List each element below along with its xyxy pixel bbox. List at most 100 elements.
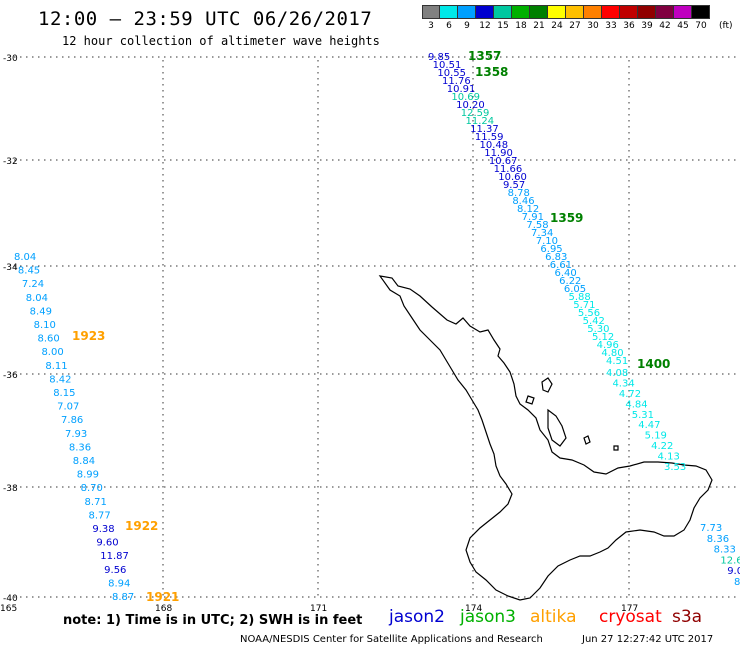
scale-bin: 42 xyxy=(656,5,674,31)
scale-label: 6 xyxy=(446,21,452,31)
scale-swatch xyxy=(602,5,620,19)
wave-height-value: 6.61 xyxy=(550,260,572,271)
scale-bin: 45 xyxy=(674,5,692,31)
wave-height-value: 4.47 xyxy=(638,420,660,431)
scale-label: 21 xyxy=(533,21,545,31)
wave-height-value: 5.19 xyxy=(645,431,667,442)
lat-label: -40 xyxy=(3,594,18,604)
wave-height-value: 4.08 xyxy=(606,368,628,379)
scale-label: 24 xyxy=(551,21,563,31)
wave-height-value: 10.60 xyxy=(498,172,527,183)
wave-height-value: 7.24 xyxy=(22,279,44,290)
scale-bin: 27 xyxy=(566,5,584,31)
pass-time-label: 1358 xyxy=(475,65,508,79)
great-barrier-island xyxy=(541,377,553,393)
wave-height-value: 9.57 xyxy=(503,180,525,191)
pass-time-label: 1357 xyxy=(468,49,501,63)
wave-height-value: 7.07 xyxy=(57,402,79,413)
scale-label: 45 xyxy=(677,21,689,31)
wave-height-value: 10.55 xyxy=(437,68,466,79)
scale-swatch xyxy=(656,5,674,19)
altimeter-tracks: 8.04 8.45 7.24 8.04 8.49 8.10 8.60 8.00 8.11 8.42… xyxy=(14,49,740,604)
scale-bin: 9 xyxy=(458,5,476,31)
wave-height-value: 3.53 xyxy=(664,462,686,473)
wave-height-value: 6.83 xyxy=(545,252,567,263)
scale-label: 42 xyxy=(659,21,671,31)
pass-time-label: 1400 xyxy=(637,357,670,371)
credit-text: NOAA/NESDIS Center for Satellite Applica… xyxy=(240,634,543,645)
wave-height-value: 7.10 xyxy=(536,236,558,247)
wave-height-value: 10.69 xyxy=(451,92,480,103)
scale-label: 12 xyxy=(479,21,491,31)
wave-height-value: 8.36 xyxy=(707,534,729,545)
scale-bin: 36 xyxy=(620,5,638,31)
scale-bin: 18 xyxy=(512,5,530,31)
map-title: 12:00 – 23:59 UTC 06/26/2017 xyxy=(38,8,373,30)
lat-label: -32 xyxy=(3,157,18,167)
wave-height-value: 9.0 xyxy=(727,566,740,577)
note-text: note: 1) Time is in UTC; 2) SWH is in fe… xyxy=(63,613,363,628)
scale-label: 36 xyxy=(623,21,635,31)
white-island xyxy=(613,445,619,451)
wave-height-value: 8.15 xyxy=(53,388,75,399)
scale-swatch xyxy=(476,5,494,19)
wave-height-value: 8.36 xyxy=(69,442,91,453)
timestamp-text: Jun 27 12:27:42 UTC 2017 xyxy=(582,634,714,645)
bay-of-plenty-island xyxy=(583,435,591,445)
wave-height-value: 5.56 xyxy=(578,308,600,319)
scale-bin: 39 xyxy=(638,5,656,31)
wave-height-value: 8.70 xyxy=(81,483,103,494)
wave-height-value: 7.58 xyxy=(526,220,548,231)
wave-height-value: 10.20 xyxy=(456,100,485,111)
wave-height-value: 11.59 xyxy=(475,132,504,143)
scale-swatch xyxy=(422,5,440,19)
wave-height-value: 6.05 xyxy=(564,284,586,295)
wave-height-color-scale: 3 6 9 12 15 18 21 24 27 30 33 36 39 42 45 70 xyxy=(422,5,710,31)
lat-label: -34 xyxy=(3,263,18,273)
wave-height-value: 8.12 xyxy=(517,204,539,215)
wave-height-value: 7.73 xyxy=(700,523,722,534)
wave-height-value: 8.11 xyxy=(45,361,67,372)
scale-label: 27 xyxy=(569,21,581,31)
pass-time-label: 1359 xyxy=(550,211,583,225)
satellite-legend-cryosat: cryosat xyxy=(599,607,662,627)
wave-height-value: 4.72 xyxy=(619,389,641,400)
pass-time-label: 1922 xyxy=(125,519,158,533)
scale-bin: 33 xyxy=(602,5,620,31)
wave-height-value: 8 xyxy=(734,577,740,588)
wave-height-value: 6.22 xyxy=(559,276,581,287)
scale-bin: 30 xyxy=(584,5,602,31)
scale-swatch xyxy=(638,5,656,19)
wave-height-value: 9.60 xyxy=(96,538,118,549)
wave-height-value: 10.67 xyxy=(489,156,518,167)
wave-height-value: 8.77 xyxy=(88,510,110,521)
lat-label: -38 xyxy=(3,484,18,494)
wave-height-value: 9.56 xyxy=(104,565,126,576)
scale-swatch xyxy=(494,5,512,19)
scale-bin: 15 xyxy=(494,5,512,31)
wave-height-value: 8.42 xyxy=(49,374,71,385)
scale-swatch xyxy=(584,5,602,19)
wave-height-value: 4.84 xyxy=(625,399,647,410)
wave-height-value: 11.90 xyxy=(484,148,513,159)
scale-swatch xyxy=(440,5,458,19)
pass-time-label: 1923 xyxy=(72,329,105,343)
scale-label: 18 xyxy=(515,21,527,31)
wave-height-value: 8.87 xyxy=(112,592,134,603)
wave-height-value: 6.40 xyxy=(554,268,576,279)
scale-swatch xyxy=(692,5,710,19)
wave-height-value: 8.00 xyxy=(41,347,63,358)
wave-height-value: 4.22 xyxy=(651,441,673,452)
scale-label: 30 xyxy=(587,21,599,31)
wave-height-value: 8.78 xyxy=(508,188,530,199)
scale-bin: 24 xyxy=(548,5,566,31)
scale-unit-label: (ft) xyxy=(719,21,733,31)
wave-height-value: 5.31 xyxy=(632,410,654,421)
wave-height-value: 8.49 xyxy=(30,306,52,317)
wave-height-value: 4.96 xyxy=(597,340,619,351)
scale-swatch xyxy=(620,5,638,19)
wave-height-value: 10.51 xyxy=(433,60,462,71)
scale-bin: 3 xyxy=(422,5,440,31)
